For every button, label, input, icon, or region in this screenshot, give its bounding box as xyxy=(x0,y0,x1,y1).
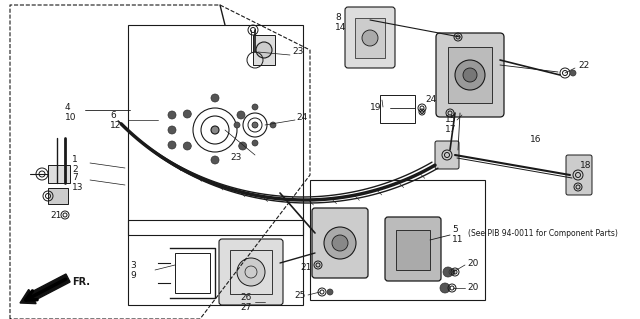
Text: 12: 12 xyxy=(110,122,122,130)
FancyBboxPatch shape xyxy=(385,217,441,281)
Circle shape xyxy=(570,70,576,76)
Circle shape xyxy=(443,267,453,277)
Bar xyxy=(253,35,275,65)
Text: 2: 2 xyxy=(72,166,77,174)
FancyBboxPatch shape xyxy=(219,239,283,305)
Circle shape xyxy=(455,60,485,90)
Circle shape xyxy=(324,227,356,259)
Text: 1: 1 xyxy=(72,155,77,165)
Text: 3: 3 xyxy=(130,261,136,270)
Text: 20: 20 xyxy=(467,284,478,293)
Circle shape xyxy=(252,104,258,110)
Text: 21: 21 xyxy=(50,211,61,219)
Bar xyxy=(175,253,210,293)
Circle shape xyxy=(327,289,333,295)
Bar xyxy=(380,95,415,123)
Circle shape xyxy=(168,111,176,119)
Bar xyxy=(396,230,430,270)
Text: 26: 26 xyxy=(240,293,252,302)
Circle shape xyxy=(237,111,245,119)
Circle shape xyxy=(183,110,191,118)
Text: 23: 23 xyxy=(230,153,241,162)
Circle shape xyxy=(168,126,176,134)
Text: 27: 27 xyxy=(240,303,252,313)
Circle shape xyxy=(211,156,219,164)
Text: 18: 18 xyxy=(580,160,591,169)
Text: 20: 20 xyxy=(467,258,478,268)
Circle shape xyxy=(463,68,477,82)
Text: 17: 17 xyxy=(445,125,456,135)
Text: FR.: FR. xyxy=(72,277,90,287)
Circle shape xyxy=(362,30,378,46)
Text: 16: 16 xyxy=(530,136,541,145)
Circle shape xyxy=(168,141,176,149)
Bar xyxy=(310,180,485,300)
Bar xyxy=(48,165,70,183)
Text: 7: 7 xyxy=(72,173,77,182)
Circle shape xyxy=(237,258,265,286)
Bar xyxy=(355,18,385,58)
Circle shape xyxy=(256,42,272,58)
Text: 15: 15 xyxy=(445,115,456,124)
Text: 22: 22 xyxy=(578,61,589,70)
Text: 4: 4 xyxy=(65,102,70,112)
Text: 11: 11 xyxy=(452,234,463,243)
Text: 24: 24 xyxy=(296,113,307,122)
Circle shape xyxy=(234,122,240,128)
Text: 13: 13 xyxy=(72,182,83,191)
Text: 5: 5 xyxy=(452,225,458,234)
Text: 25: 25 xyxy=(294,291,305,300)
Circle shape xyxy=(211,94,219,102)
FancyBboxPatch shape xyxy=(436,33,504,117)
Text: 21: 21 xyxy=(300,263,312,272)
Circle shape xyxy=(449,269,455,275)
FancyBboxPatch shape xyxy=(312,208,368,278)
Text: 6: 6 xyxy=(110,112,116,121)
Bar xyxy=(448,47,492,103)
Bar xyxy=(48,188,68,204)
Text: (See PIB 94-0011 for Component Parts): (See PIB 94-0011 for Component Parts) xyxy=(468,229,618,239)
Circle shape xyxy=(211,126,219,134)
FancyBboxPatch shape xyxy=(566,155,592,195)
Text: 10: 10 xyxy=(65,113,77,122)
FancyBboxPatch shape xyxy=(345,7,395,68)
FancyBboxPatch shape xyxy=(435,141,459,169)
Circle shape xyxy=(239,142,246,150)
Text: 8: 8 xyxy=(335,13,340,23)
Bar xyxy=(128,220,303,305)
Bar xyxy=(128,25,303,235)
Text: 24: 24 xyxy=(425,95,436,105)
Circle shape xyxy=(440,283,450,293)
Circle shape xyxy=(270,122,276,128)
Text: 9: 9 xyxy=(130,271,136,279)
Bar xyxy=(230,250,272,294)
Text: 19: 19 xyxy=(370,102,381,112)
Text: 23: 23 xyxy=(292,48,303,56)
Circle shape xyxy=(332,235,348,251)
Circle shape xyxy=(252,122,258,128)
Text: 14: 14 xyxy=(335,24,346,33)
Circle shape xyxy=(183,142,191,150)
FancyArrow shape xyxy=(20,274,70,304)
Circle shape xyxy=(252,140,258,146)
